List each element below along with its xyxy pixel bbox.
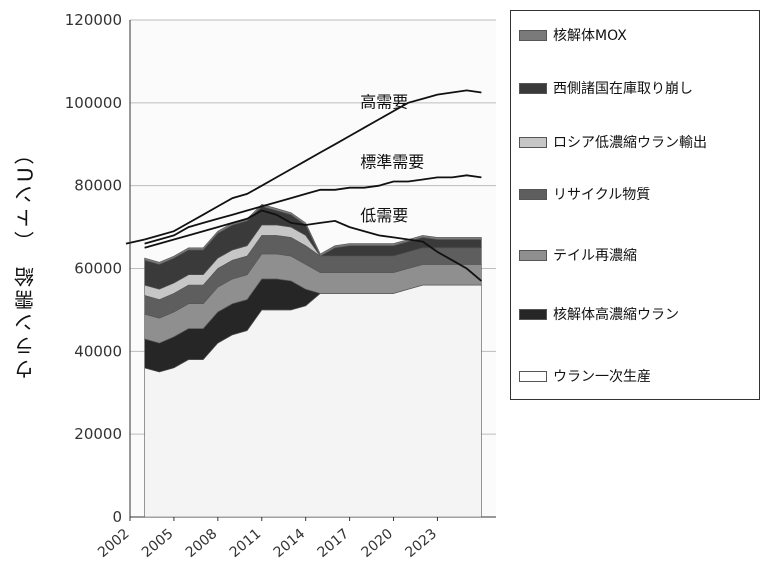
demand-label: 標準需要 [360, 153, 424, 172]
x-tick-label: 2008 [183, 526, 221, 561]
legend-label-primary: ウラン一次生産 [553, 369, 651, 385]
legend-item-tails: テイル再濃縮 [519, 245, 637, 265]
x-tick-label: 2017 [315, 526, 353, 561]
demand-line-2 [144, 209, 482, 282]
legend: 核解体MOX 西側諸国在庫取り崩し ロシア低濃縮ウラン輸出 リサイクル物質 テイ… [510, 10, 760, 400]
supply-areas [144, 203, 482, 518]
y-tick-labels: 0 20000 40000 60000 80000 100000 120000 [65, 11, 122, 526]
legend-swatch-primary [519, 370, 547, 382]
y-tick-label: 100000 [65, 94, 122, 112]
legend-label-tails: テイル再濃縮 [553, 248, 637, 264]
y-tick-label: 20000 [74, 425, 122, 443]
demand-line-0 [144, 89, 482, 241]
demand-label: 低需要 [360, 206, 408, 225]
y-axis-label: ウラン需給 （トンU） [13, 141, 38, 379]
y-tick-label: 60000 [74, 260, 122, 278]
demand-lines [125, 89, 482, 282]
x-tick-label: 2005 [139, 526, 177, 561]
x-tick-label: 2014 [271, 526, 309, 561]
legend-swatch-russia-leu [519, 136, 547, 148]
y-tick-label: 80000 [74, 177, 122, 195]
area-series-6 [144, 203, 482, 265]
x-tick-labels: 2002 2005 2008 2011 2014 2017 2020 2023 [95, 517, 440, 561]
legend-label-inventory: 西側諸国在庫取り崩し [553, 81, 693, 97]
legend-swatch-mox [519, 29, 547, 41]
x-tick-label: 2011 [227, 526, 265, 561]
legend-label-heu: 核解体高濃縮ウラン [553, 307, 679, 323]
x-tick-label: 2023 [402, 526, 440, 561]
legend-item-heu: 核解体高濃縮ウラン [519, 304, 679, 324]
legend-label-recycled: リサイクル物質 [553, 187, 651, 203]
y-tick-label: 120000 [65, 11, 122, 29]
legend-item-russia-leu: ロシア低濃縮ウラン輸出 [519, 132, 707, 152]
demand-label: 高需要 [360, 93, 408, 112]
legend-item-primary: ウラン一次生産 [519, 366, 651, 386]
legend-swatch-heu [519, 308, 547, 320]
legend-label-russia-leu: ロシア低濃縮ウラン輸出 [553, 135, 707, 151]
y-tick-label: 40000 [74, 342, 122, 360]
legend-item-inventory: 西側諸国在庫取り崩し [519, 78, 693, 98]
legend-item-recycled: リサイクル物質 [519, 184, 650, 204]
x-tick-label: 2002 [95, 526, 133, 561]
legend-swatch-recycled [519, 188, 547, 200]
demand-line-lead [125, 238, 145, 245]
x-tick-label: 2020 [359, 526, 397, 561]
demand-line-1 [144, 174, 482, 245]
y-tick-label: 0 [112, 508, 122, 526]
legend-item-mox: 核解体MOX [519, 25, 627, 45]
legend-label-mox: 核解体MOX [553, 28, 627, 44]
legend-swatch-tails [519, 249, 547, 261]
legend-swatch-inventory [519, 82, 547, 94]
